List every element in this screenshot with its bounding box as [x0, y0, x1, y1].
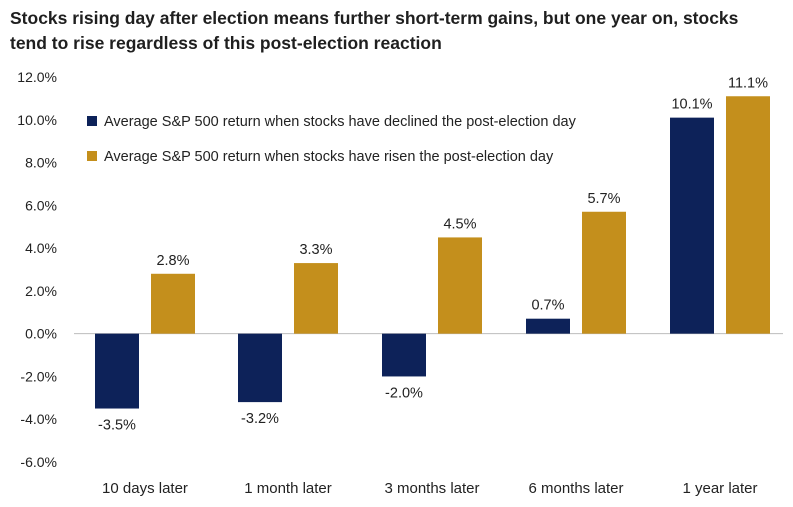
bars — [95, 96, 770, 409]
bar-declined-5 — [670, 117, 714, 334]
data-label: 4.5% — [443, 216, 476, 232]
y-tick-label: -6.0% — [20, 454, 57, 470]
legend: Average S&P 500 return when stocks have … — [87, 114, 577, 165]
y-tick-label: 4.0% — [25, 240, 57, 256]
y-tick-label: 8.0% — [25, 155, 57, 171]
legend-label: Average S&P 500 return when stocks have … — [104, 114, 577, 130]
bar-declined-3 — [382, 333, 426, 377]
y-tick-label: 6.0% — [25, 197, 57, 213]
bar-declined-1 — [95, 333, 139, 409]
data-labels: -3.5% -3.2% -2.0% 0.7% 10.1% 2.8% 3.3% 4.5% 5.7%… — [98, 75, 768, 433]
bar-risen-5 — [726, 96, 770, 334]
data-label: -2.0% — [385, 385, 423, 401]
data-label: 10.1% — [671, 97, 712, 113]
y-tick-label: 12.0% — [17, 69, 57, 85]
x-category-label: 1 year later — [682, 480, 757, 497]
bar-risen-4 — [582, 211, 626, 334]
bar-risen-1 — [151, 273, 195, 334]
x-category-label: 3 months later — [384, 480, 479, 497]
legend-swatch — [87, 116, 97, 126]
y-tick-label: -4.0% — [20, 411, 57, 427]
data-label: 3.3% — [299, 242, 332, 258]
data-label: 5.7% — [587, 191, 620, 207]
y-tick-label: -2.0% — [20, 368, 57, 384]
x-category-label: 1 month later — [244, 480, 332, 497]
data-label: 0.7% — [531, 298, 564, 314]
data-label: 11.1% — [728, 75, 768, 91]
x-category-label: 10 days later — [102, 480, 188, 497]
x-axis: 10 days later 1 month later 3 months later… — [102, 480, 757, 497]
y-axis: -6.0% -4.0% -2.0% 0.0% 2.0% 4.0% 6.0% 8.0% 10.0%… — [17, 69, 57, 470]
data-label: -3.5% — [98, 418, 136, 434]
bar-declined-4 — [526, 318, 570, 334]
bar-risen-3 — [438, 237, 482, 334]
y-tick-label: 10.0% — [17, 112, 57, 128]
bar-declined-2 — [238, 333, 282, 403]
data-label: -3.2% — [241, 411, 279, 427]
y-tick-label: 2.0% — [25, 283, 57, 299]
bar-risen-2 — [294, 263, 338, 334]
x-category-label: 6 months later — [528, 480, 623, 497]
y-tick-label: 0.0% — [25, 326, 57, 342]
data-label: 2.8% — [156, 253, 189, 269]
legend-label: Average S&P 500 return when stocks have … — [104, 149, 554, 165]
chart-title: Stocks rising day after election means f… — [10, 8, 739, 53]
legend-swatch — [87, 151, 97, 161]
